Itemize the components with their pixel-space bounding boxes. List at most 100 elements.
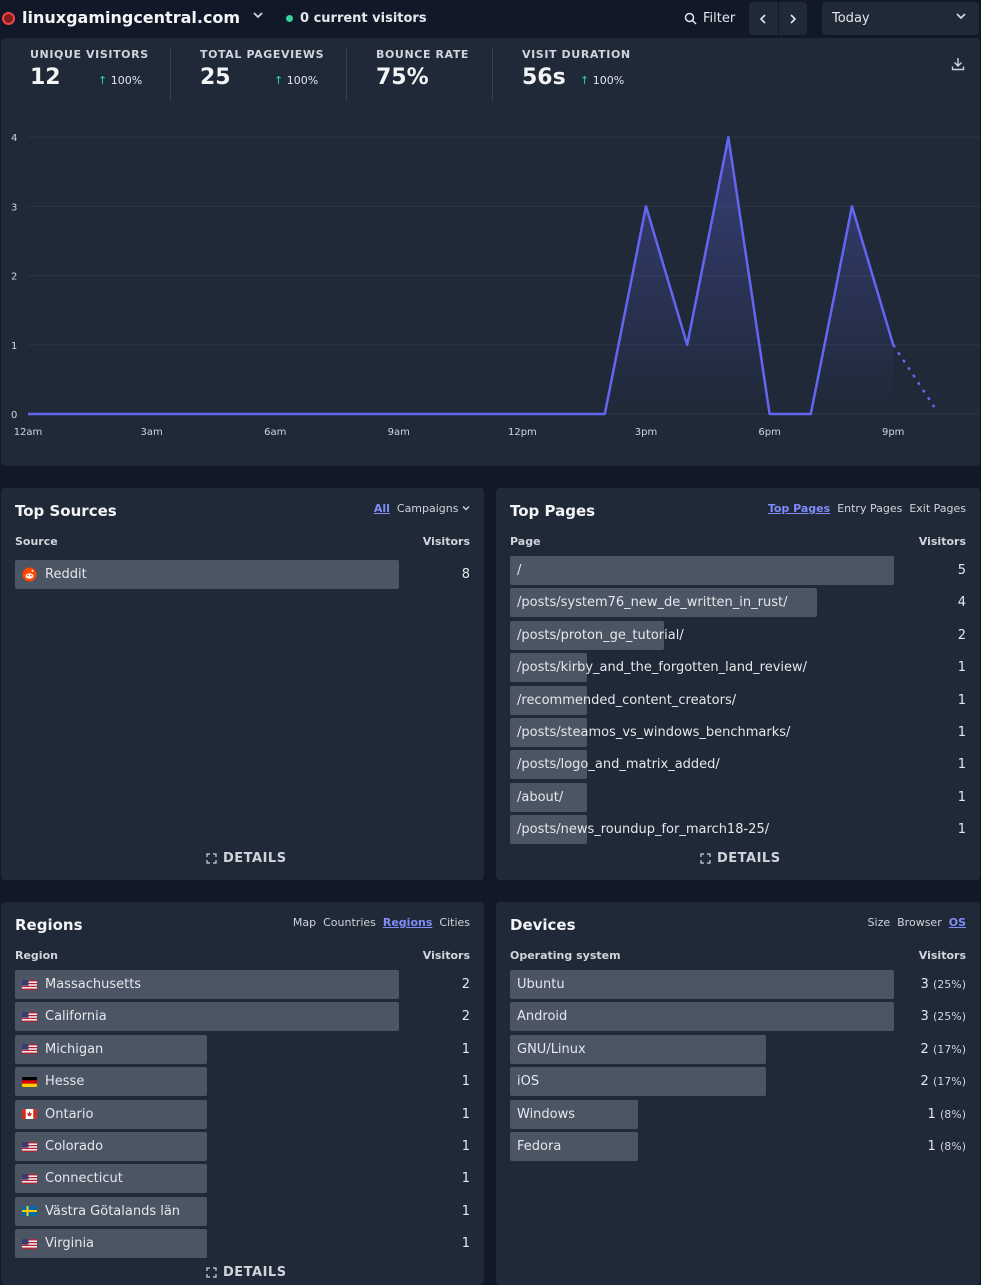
data-point[interactable] [767, 411, 773, 417]
tab-regions[interactable]: Regions [382, 916, 433, 929]
visitors-line-chart[interactable]: 0 1 2 3 4 12am 3am 6am 9am 12pm 3pm 6pm 9pm [1, 126, 980, 446]
data-point[interactable] [684, 342, 690, 348]
list-item[interactable]: Virginia 1 [15, 1229, 470, 1259]
row-value-number: 1 [957, 725, 966, 740]
data-point[interactable] [437, 411, 443, 417]
chevron-down-icon[interactable] [252, 9, 264, 25]
data-point[interactable] [190, 411, 196, 417]
list-item[interactable]: iOS 2 (17%) [510, 1067, 966, 1097]
x-tick-label: 12am [14, 427, 43, 438]
stat-bounce-rate[interactable]: BOUNCE RATE 75% [376, 48, 469, 90]
list-item[interactable]: /posts/steamos_vs_windows_benchmarks/1 [510, 718, 966, 747]
row-value: 4 [958, 595, 966, 610]
row-bar [15, 1034, 207, 1064]
data-point[interactable] [149, 411, 155, 417]
list-item[interactable]: /posts/proton_ge_tutorial/2 [510, 620, 966, 650]
list-item[interactable]: GNU/Linux 2 (17%) [510, 1034, 966, 1064]
row-value: 1 [958, 693, 966, 708]
list-item[interactable]: /about/1 [510, 782, 966, 812]
top-pages-card: Top Pages Top Pages Entry Pages Exit Pag… [496, 488, 980, 880]
list-item[interactable]: Ontario 1 [15, 1099, 470, 1129]
tab-size[interactable]: Size [867, 916, 891, 929]
list-item[interactable]: Reddit 8 [15, 560, 470, 589]
chevron-left-icon [760, 13, 766, 24]
list-item[interactable]: California 2 [15, 1002, 470, 1032]
column-header-os: Operating system [510, 949, 621, 962]
next-period-button[interactable] [779, 2, 808, 35]
tab-browser[interactable]: Browser [897, 916, 942, 929]
row-value-number: 2 [461, 1009, 470, 1025]
row-value-number: 1 [461, 1236, 470, 1252]
period-select[interactable]: Today [822, 2, 979, 35]
data-point[interactable] [890, 342, 896, 348]
divider [170, 48, 171, 100]
tab-countries[interactable]: Countries [323, 916, 376, 929]
tab-exit-pages[interactable]: Exit Pages [909, 502, 966, 515]
list-item[interactable]: Hesse 1 [15, 1067, 470, 1097]
row-text: /posts/system76_new_de_written_in_rust/ [517, 595, 788, 611]
data-point[interactable] [272, 411, 278, 417]
row-value: 1 [958, 822, 966, 837]
data-point[interactable] [396, 411, 402, 417]
data-point[interactable] [561, 411, 567, 417]
arrow-up-icon: ↑ [98, 74, 108, 87]
tab-top-pages[interactable]: Top Pages [767, 502, 831, 515]
stat-visit-duration[interactable]: VISIT DURATION 56s ↑ 100% [522, 48, 631, 90]
data-point[interactable] [66, 411, 72, 417]
list-item[interactable]: Connecticut 1 [15, 1164, 470, 1194]
devices-card: Devices Size Browser OS Operating system… [496, 902, 980, 1285]
data-point[interactable] [725, 134, 731, 140]
row-value-number: 1 [461, 1074, 470, 1090]
list-item[interactable]: Västra Götalands län 1 [15, 1196, 470, 1226]
tab-cities[interactable]: Cities [439, 916, 470, 929]
data-point[interactable] [25, 411, 31, 417]
list-item[interactable]: Michigan 1 [15, 1034, 470, 1064]
data-point[interactable] [808, 411, 814, 417]
data-point[interactable] [478, 411, 484, 417]
list-item[interactable]: Android 3 (25%) [510, 1002, 966, 1032]
data-point[interactable] [602, 411, 608, 417]
tab-entry-pages[interactable]: Entry Pages [837, 502, 903, 515]
list-item[interactable]: /5 [510, 556, 966, 585]
tab-campaigns[interactable]: Campaigns [397, 502, 470, 515]
list-item[interactable]: Ubuntu 3 (25%) [510, 970, 966, 999]
current-visitors[interactable]: 0 current visitors [300, 11, 427, 26]
data-point[interactable] [931, 404, 937, 410]
row-value-number: 3 [920, 1009, 929, 1025]
list-item[interactable]: Fedora 1 (8%) [510, 1132, 966, 1161]
filter-button[interactable]: Filter [680, 4, 739, 32]
list-item[interactable]: /recommended_content_creators/1 [510, 685, 966, 715]
previous-period-button[interactable] [749, 2, 779, 35]
data-point[interactable] [849, 203, 855, 209]
data-point[interactable] [313, 411, 319, 417]
list-item[interactable]: Windows 1 (8%) [510, 1099, 966, 1129]
download-icon[interactable] [951, 56, 965, 75]
x-tick-label: 3pm [635, 427, 657, 438]
list-item[interactable]: /posts/system76_new_de_written_in_rust/4 [510, 588, 966, 618]
site-name[interactable]: linuxgamingcentral.com [22, 8, 241, 27]
details-button[interactable]: DETAILS [700, 851, 781, 866]
stat-unique-visitors[interactable]: UNIQUE VISITORS 12 ↑ 100% [30, 48, 149, 90]
stat-change-value: 100% [592, 74, 625, 87]
list-item[interactable]: /posts/kirby_and_the_forgotten_land_revi… [510, 653, 966, 683]
data-point[interactable] [519, 411, 525, 417]
tab-all[interactable]: All [373, 502, 390, 515]
details-button[interactable]: DETAILS [206, 851, 287, 866]
data-point[interactable] [643, 203, 649, 209]
list-item[interactable]: /posts/logo_and_matrix_added/1 [510, 750, 966, 780]
row-label: /posts/system76_new_de_written_in_rust/ [517, 595, 787, 610]
data-point[interactable] [355, 411, 361, 417]
tab-os[interactable]: OS [948, 916, 966, 929]
list-item[interactable]: Massachusetts 2 [15, 970, 470, 999]
row-text: Ubuntu [517, 977, 565, 992]
list-item[interactable]: /posts/news_roundup_for_march18-25/1 [510, 815, 966, 845]
stat-total-pageviews[interactable]: TOTAL PAGEVIEWS 25 ↑ 100% [200, 48, 324, 90]
top-sources-card: Top Sources All Campaigns Source Visitor… [1, 488, 484, 880]
data-point[interactable] [231, 411, 237, 417]
tab-map[interactable]: Map [292, 916, 317, 929]
data-point[interactable] [107, 411, 113, 417]
details-button[interactable]: DETAILS [206, 1265, 287, 1280]
list-item[interactable]: Colorado 1 [15, 1132, 470, 1161]
column-header-visitors: Visitors [422, 535, 470, 548]
flag-us-icon [22, 1173, 37, 1184]
